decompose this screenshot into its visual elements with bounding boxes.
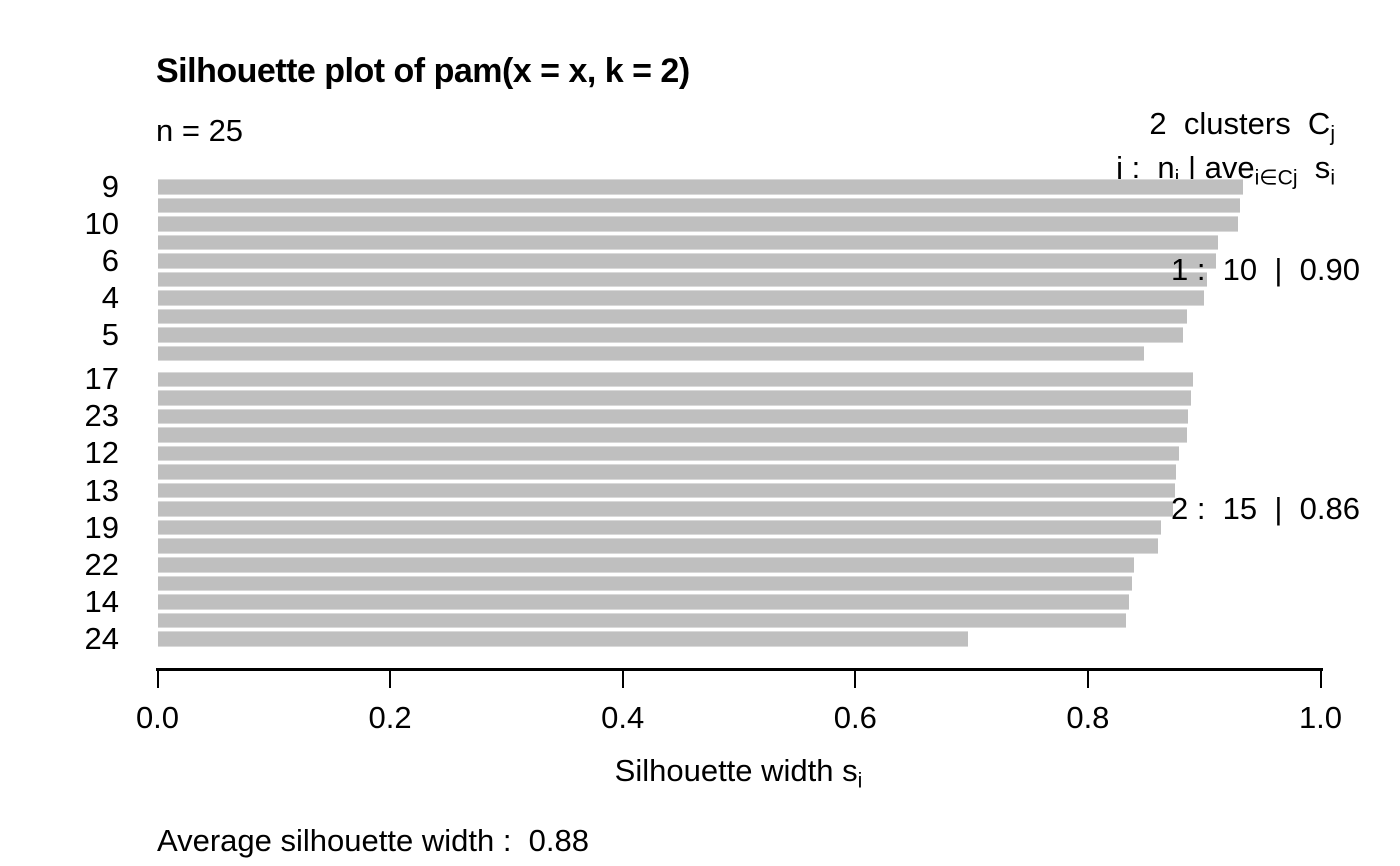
observation-label: 19: [84, 509, 119, 545]
silhouette-bar: [157, 308, 1187, 325]
silhouette-bar: [157, 197, 1241, 214]
text-segment: 2 clusters C: [1149, 106, 1331, 141]
observation-label: 22: [84, 546, 119, 582]
silhouette-bar: [157, 538, 1158, 554]
x-axis-tick: [621, 669, 624, 688]
observation-label: 23: [84, 398, 119, 434]
silhouette-bar: [157, 408, 1188, 425]
x-axis-tick: [854, 669, 857, 688]
x-axis-tick-label: 0.0: [135, 700, 180, 735]
x-axis-tick-label: 0.8: [1066, 700, 1110, 735]
silhouette-bar: [157, 519, 1162, 536]
silhouette-bar: [157, 612, 1127, 629]
silhouette-bar: [157, 482, 1176, 499]
silhouette-bar: [157, 631, 969, 647]
plot-title: Silhouette plot of pam(x = x, k = 2): [156, 52, 690, 90]
x-axis-tick-label: 1.0: [1298, 700, 1343, 735]
observation-label: 6: [101, 242, 119, 278]
text-segment: j : n: [1116, 150, 1175, 185]
silhouette-bar: [157, 290, 1205, 306]
silhouette-bar: [157, 557, 1135, 573]
observation-label: 14: [84, 583, 119, 619]
silhouette-bar: [157, 501, 1173, 517]
silhouette-bar: [157, 390, 1192, 406]
silhouette-bar: [157, 371, 1193, 387]
silhouette-bar: [157, 427, 1187, 443]
subscript-text: i∈Cj: [1254, 166, 1298, 190]
subscript-text: i: [1330, 166, 1335, 190]
observation-label: 17: [84, 361, 119, 397]
silhouette-bar: [157, 464, 1177, 480]
silhouette-bar: [157, 253, 1216, 269]
silhouette-bar: [157, 216, 1238, 232]
subscript-text: j: [1330, 122, 1335, 146]
silhouette-bar: [157, 271, 1207, 288]
silhouette-bar: [157, 345, 1144, 362]
cluster-legend-line2: j : nj | avei∈Cj si: [1116, 150, 1335, 191]
x-axis-tick: [156, 669, 159, 688]
cluster-annotation: 1 : 10 | 0.90: [1170, 252, 1360, 288]
x-axis-title: Silhouette width si: [157, 753, 1320, 794]
cluster-legend-line1: 2 clusters Cj: [1149, 106, 1335, 147]
observation-label: 10: [84, 205, 119, 241]
cluster-annotation: 2 : 15 | 0.86: [1170, 491, 1360, 527]
observation-label: 5: [101, 317, 119, 353]
x-axis-tick: [389, 669, 392, 688]
text-segment: s: [1297, 150, 1331, 185]
n-count-label: n = 25: [156, 113, 244, 148]
silhouette-bar: [157, 575, 1133, 592]
observation-label: 24: [84, 620, 119, 656]
text-segment: Silhouette width s: [614, 753, 858, 788]
observation-label: 13: [84, 472, 119, 508]
subscript-text: j: [1175, 167, 1180, 190]
silhouette-bar: [157, 445, 1179, 462]
subscript-text: i: [857, 769, 863, 793]
average-silhouette-width-label: Average silhouette width : 0.88: [157, 823, 589, 858]
silhouette-bar: [157, 594, 1129, 610]
x-axis-tick-label: 0.6: [833, 700, 877, 735]
x-axis-tick: [1319, 669, 1322, 688]
x-axis-tick-label: 0.2: [368, 700, 412, 735]
silhouette-bar: [157, 179, 1243, 195]
silhouette-bar: [157, 327, 1184, 343]
x-axis-tick-label: 0.4: [601, 700, 645, 735]
observation-label: 12: [84, 435, 119, 471]
silhouette-bar: [157, 234, 1219, 251]
observation-label: 4: [101, 280, 119, 316]
x-axis-tick: [1086, 669, 1089, 688]
observation-label: 9: [101, 168, 119, 204]
x-axis-line: [156, 668, 1323, 671]
